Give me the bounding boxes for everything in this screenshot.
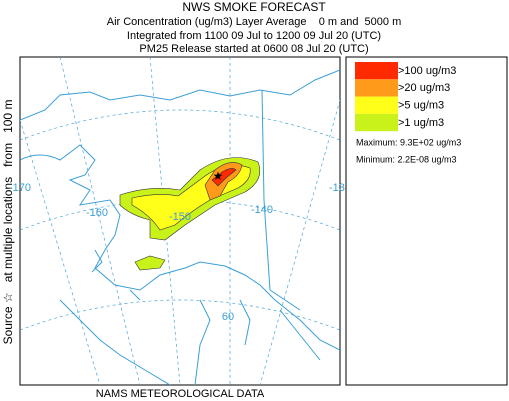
legend-swatch bbox=[355, 62, 398, 80]
coastline bbox=[20, 144, 340, 351]
legend-swatch bbox=[355, 113, 398, 132]
legend-maximum: Maximum: 9.3E+02 ug/m3 bbox=[356, 137, 461, 147]
legend: >100 ug/m3 >20 ug/m3 >5 ug/m3 >1 ug/m3 Maxi… bbox=[345, 56, 508, 386]
legend-label: >5 ug/m3 bbox=[398, 100, 444, 112]
footer: NAMS METEOROLOGICAL DATA bbox=[96, 388, 265, 400]
grid-label: 60 bbox=[222, 311, 234, 323]
side-label: Source ☆ at multiple locations from 100 … bbox=[1, 100, 15, 345]
grid-label: -160 bbox=[86, 207, 108, 219]
legend-label: >20 ug/m3 bbox=[398, 82, 450, 94]
coastline bbox=[20, 69, 340, 121]
legend-label: >100 ug/m3 bbox=[398, 65, 456, 77]
legend-swatch bbox=[355, 96, 398, 114]
grid-label: -140 bbox=[251, 204, 273, 216]
title: NWS SMOKE FORECAST bbox=[182, 0, 326, 14]
subtitle: PM25 Release started at 0600 08 Jul 20 (… bbox=[139, 43, 368, 55]
subtitle: Integrated from 1100 09 Jul to 1200 09 J… bbox=[127, 30, 381, 42]
source-marker: ★ bbox=[213, 169, 224, 183]
smoke-plume: ★ bbox=[119, 157, 261, 271]
legend-minimum: Minimum: 2.2E-08 ug/m3 bbox=[356, 154, 457, 164]
coastline bbox=[59, 299, 211, 385]
border bbox=[261, 89, 301, 311]
coastline bbox=[91, 249, 321, 361]
legend-swatch bbox=[355, 79, 398, 97]
subtitle: Air Concentration (ug/m3) Layer Average … bbox=[107, 16, 402, 28]
legend-label: >1 ug/m3 bbox=[398, 117, 444, 129]
grid-label: -170 bbox=[9, 182, 31, 194]
grid-label: -150 bbox=[169, 211, 191, 223]
